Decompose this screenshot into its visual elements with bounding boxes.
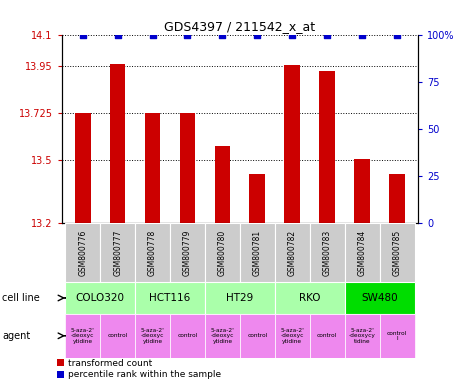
Text: GSM800783: GSM800783 xyxy=(323,229,332,276)
Text: GSM800776: GSM800776 xyxy=(78,229,87,276)
Bar xyxy=(310,223,345,282)
Bar xyxy=(275,282,345,314)
Bar xyxy=(75,113,91,223)
Bar xyxy=(345,282,415,314)
Text: GSM800785: GSM800785 xyxy=(392,229,401,276)
Text: GSM800778: GSM800778 xyxy=(148,229,157,276)
Bar xyxy=(145,113,161,223)
Text: control: control xyxy=(247,333,267,338)
Bar xyxy=(65,223,100,282)
Point xyxy=(218,31,226,38)
Text: HT29: HT29 xyxy=(226,293,254,303)
Text: GSM800777: GSM800777 xyxy=(113,229,122,276)
Text: GSM800784: GSM800784 xyxy=(358,229,367,276)
Bar xyxy=(170,314,205,358)
Text: SW480: SW480 xyxy=(361,293,398,303)
Text: 5-aza-2'
-deoxyc
ytidine: 5-aza-2' -deoxyc ytidine xyxy=(280,328,304,344)
Point xyxy=(323,31,331,38)
Point xyxy=(358,31,366,38)
Text: control: control xyxy=(317,333,337,338)
Bar xyxy=(345,223,380,282)
Point xyxy=(79,31,86,38)
Bar xyxy=(205,282,275,314)
Bar xyxy=(135,223,170,282)
Point xyxy=(149,31,156,38)
Text: control: control xyxy=(107,333,128,338)
Bar xyxy=(110,64,125,223)
Text: 5-aza-2'
-deoxyc
ytidine: 5-aza-2' -deoxyc ytidine xyxy=(71,328,95,344)
Bar xyxy=(285,65,300,223)
Title: GDS4397 / 211542_x_at: GDS4397 / 211542_x_at xyxy=(164,20,315,33)
Text: HCT116: HCT116 xyxy=(150,293,190,303)
Bar xyxy=(389,174,405,223)
Bar xyxy=(65,314,100,358)
Text: RKO: RKO xyxy=(299,293,321,303)
Bar xyxy=(100,223,135,282)
Bar xyxy=(135,282,205,314)
Text: control: control xyxy=(177,333,198,338)
Text: agent: agent xyxy=(2,331,30,341)
Bar xyxy=(249,174,265,223)
Text: 5-aza-2'
-deoxyc
ytidine: 5-aza-2' -deoxyc ytidine xyxy=(210,328,234,344)
Bar xyxy=(205,314,240,358)
Bar xyxy=(170,223,205,282)
Text: control
l: control l xyxy=(387,331,407,341)
Text: GSM800782: GSM800782 xyxy=(288,229,297,276)
Text: 5-aza-2'
-deoxyc
ytidine: 5-aza-2' -deoxyc ytidine xyxy=(141,328,164,344)
Bar xyxy=(100,314,135,358)
Bar xyxy=(240,223,275,282)
Legend: transformed count, percentile rank within the sample: transformed count, percentile rank withi… xyxy=(57,359,221,379)
Text: GSM800781: GSM800781 xyxy=(253,229,262,276)
Bar xyxy=(180,113,195,223)
Point xyxy=(184,31,191,38)
Point xyxy=(114,31,122,38)
Text: COLO320: COLO320 xyxy=(76,293,124,303)
Bar xyxy=(135,314,170,358)
Bar xyxy=(380,223,415,282)
Bar xyxy=(354,159,370,223)
Bar xyxy=(65,282,135,314)
Text: GSM800779: GSM800779 xyxy=(183,229,192,276)
Bar xyxy=(345,314,380,358)
Bar xyxy=(240,314,275,358)
Bar xyxy=(215,146,230,223)
Point xyxy=(288,31,296,38)
Bar xyxy=(205,223,240,282)
Bar xyxy=(275,314,310,358)
Point xyxy=(254,31,261,38)
Bar xyxy=(275,223,310,282)
Bar xyxy=(310,314,345,358)
Bar xyxy=(319,71,335,223)
Text: GSM800780: GSM800780 xyxy=(218,229,227,276)
Point xyxy=(393,31,401,38)
Text: cell line: cell line xyxy=(2,293,40,303)
Text: 5-aza-2'
-deoxycy
tidine: 5-aza-2' -deoxycy tidine xyxy=(349,328,376,344)
Bar xyxy=(380,314,415,358)
